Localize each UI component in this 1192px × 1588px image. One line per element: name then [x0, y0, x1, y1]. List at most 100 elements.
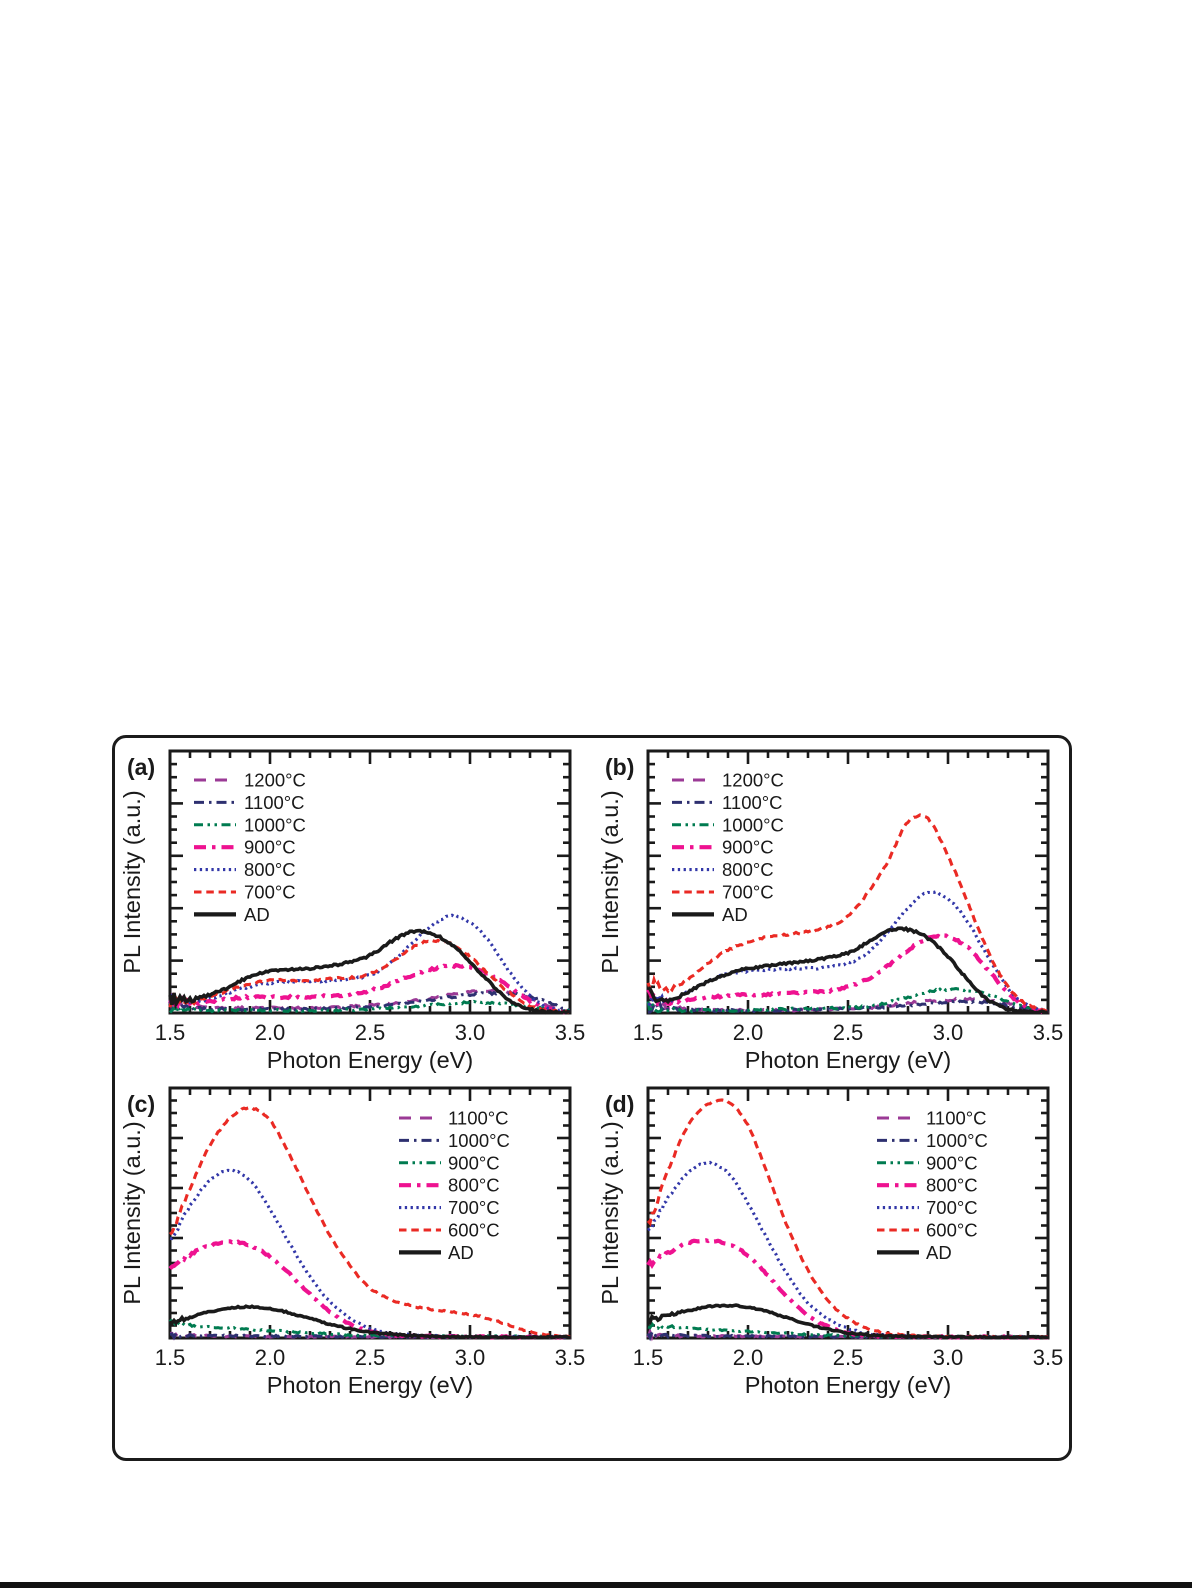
- legend-label-d-900°C: 900°C: [926, 1152, 978, 1173]
- x-axis-title-c: Photon Energy (eV): [267, 1372, 473, 1398]
- x-tick-label-b-3: 3.0: [933, 1020, 964, 1045]
- panel-c: 1.5 2.0 2.5 3.0 3.5 Photon Energy (eV) PL Inte…: [119, 1086, 586, 1398]
- legend-label-b-1000°C: 1000°C: [722, 814, 784, 835]
- legend-label-c-800°C: 800°C: [448, 1175, 500, 1196]
- legend-label-d-600°C: 600°C: [926, 1219, 978, 1240]
- legend-label-c-900°C: 900°C: [448, 1152, 500, 1173]
- legend-label-c-600°C: 600°C: [448, 1219, 500, 1240]
- y-axis-title-c: PL Intensity (a.u.): [119, 1121, 145, 1304]
- legend-label-a-1000°C: 1000°C: [244, 814, 306, 835]
- series-a-AD: [168, 928, 571, 1015]
- series-d-800°C: [646, 1237, 1049, 1340]
- panel-a: 1.5 2.0 2.5 3.0 3.5 Photon Energy (eV) PL Inte…: [119, 749, 586, 1073]
- next-figure-top-edge: [0, 1582, 1192, 1588]
- x-tick-label-c-4: 3.5: [555, 1345, 586, 1370]
- y-axis-title-a: PL Intensity (a.u.): [119, 790, 145, 973]
- y-ticks-c: [170, 1086, 570, 1340]
- x-ticks-b: [646, 751, 1050, 1013]
- axes-frame-d: [646, 1086, 1050, 1340]
- x-tick-label-c-1: 2.0: [255, 1345, 286, 1370]
- legend-label-a-AD: AD: [244, 904, 270, 925]
- series-c-AD: [169, 1304, 571, 1340]
- series-c-700°C: [169, 1168, 571, 1340]
- legend-label-b-1100°C: 1100°C: [722, 792, 783, 813]
- axes-frame-b: [646, 749, 1050, 1015]
- series-a-900°C: [168, 962, 570, 1015]
- y-ticks-d: [648, 1086, 1048, 1340]
- series-b-AD: [647, 925, 1049, 1015]
- legend-label-a-1100°C: 1100°C: [244, 792, 305, 813]
- series-b-900°C: [646, 932, 1049, 1015]
- x-tick-label-a-4: 3.5: [555, 1020, 586, 1045]
- panel-label-d: (d): [605, 1091, 634, 1117]
- x-tick-label-b-0: 1.5: [633, 1020, 664, 1045]
- y-ticks-b: [648, 749, 1048, 1015]
- panel-d: 1.5 2.0 2.5 3.0 3.5 Photon Energy (eV) PL Inte…: [597, 1086, 1063, 1398]
- x-tick-label-b-2: 2.5: [833, 1020, 864, 1045]
- series-d-AD: [647, 1303, 1049, 1340]
- x-tick-label-b-4: 3.5: [1033, 1020, 1064, 1045]
- x-tick-label-d-2: 2.5: [833, 1345, 864, 1370]
- legend-label-d-1100°C: 1100°C: [926, 1107, 987, 1128]
- legend-label-a-900°C: 900°C: [244, 837, 296, 858]
- x-ticks-c: [168, 1088, 572, 1338]
- panel-label-c: (c): [127, 1091, 155, 1117]
- x-tick-label-c-3: 3.0: [455, 1345, 486, 1370]
- legend-label-d-700°C: 700°C: [926, 1197, 978, 1218]
- x-tick-label-a-3: 3.0: [455, 1020, 486, 1045]
- axes-frame-c: [168, 1086, 572, 1340]
- series-c-1000°C: [169, 1330, 571, 1341]
- series-b-800°C: [647, 890, 1049, 1013]
- legend-label-c-1000°C: 1000°C: [448, 1130, 510, 1151]
- legend-label-b-1200°C: 1200°C: [722, 769, 784, 790]
- series-b-1100°C: [647, 999, 1049, 1014]
- legend-label-c-AD: AD: [448, 1242, 474, 1263]
- legend-label-d-1000°C: 1000°C: [926, 1130, 988, 1151]
- x-tick-label-a-2: 2.5: [355, 1020, 386, 1045]
- x-tick-label-d-0: 1.5: [633, 1345, 664, 1370]
- legend-label-b-700°C: 700°C: [722, 881, 774, 902]
- x-ticks-d: [646, 1088, 1050, 1338]
- legend-label-b-AD: AD: [722, 904, 748, 925]
- series-a-1100°C: [168, 990, 571, 1015]
- y-axis-title-b: PL Intensity (a.u.): [597, 790, 623, 973]
- series-c-600°C: [169, 1105, 571, 1339]
- series-c-800°C: [168, 1238, 571, 1340]
- series-c-1100°C: [170, 1331, 571, 1341]
- panel-label-b: (b): [605, 754, 634, 780]
- x-tick-label-c-0: 1.5: [155, 1345, 186, 1370]
- series-a-700°C: [168, 938, 571, 1015]
- x-axis-title-d: Photon Energy (eV): [745, 1372, 951, 1398]
- x-tick-label-a-1: 2.0: [255, 1020, 286, 1045]
- x-tick-label-b-1: 2.0: [733, 1020, 764, 1045]
- series-a-1000°C: [168, 999, 571, 1017]
- panel-label-a: (a): [127, 754, 155, 780]
- legend-label-a-1200°C: 1200°C: [244, 769, 306, 790]
- x-axis-title-a: Photon Energy (eV): [267, 1047, 473, 1073]
- panel-b: 1.5 2.0 2.5 3.0 3.5 Photon Energy (eV) PL Inte…: [597, 749, 1064, 1073]
- legend-label-b-800°C: 800°C: [722, 859, 774, 880]
- x-tick-label-c-2: 2.5: [355, 1345, 386, 1370]
- y-axis-title-d: PL Intensity (a.u.): [597, 1121, 623, 1304]
- series-b-1200°C: [647, 996, 1049, 1013]
- series-a-800°C: [168, 913, 571, 1014]
- series-d-600°C: [646, 1098, 1049, 1340]
- legend-label-a-800°C: 800°C: [244, 859, 296, 880]
- legend-label-d-AD: AD: [926, 1242, 952, 1263]
- x-tick-label-d-3: 3.0: [933, 1345, 964, 1370]
- series-a-1200°C: [168, 988, 571, 1013]
- figure-border-box: 1.5 2.0 2.5 3.0 3.5 Photon Energy (eV) PL Inte…: [112, 735, 1072, 1461]
- legend-label-d-800°C: 800°C: [926, 1175, 978, 1196]
- series-b-700°C: [646, 813, 1049, 1013]
- x-tick-label-a-0: 1.5: [155, 1020, 186, 1045]
- legend-label-a-700°C: 700°C: [244, 881, 296, 902]
- legend-label-c-700°C: 700°C: [448, 1197, 500, 1218]
- series-d-700°C: [646, 1160, 1049, 1340]
- figure-svg: 1.5 2.0 2.5 3.0 3.5 Photon Energy (eV) PL Inte…: [119, 749, 1064, 1398]
- x-tick-label-d-1: 2.0: [733, 1345, 764, 1370]
